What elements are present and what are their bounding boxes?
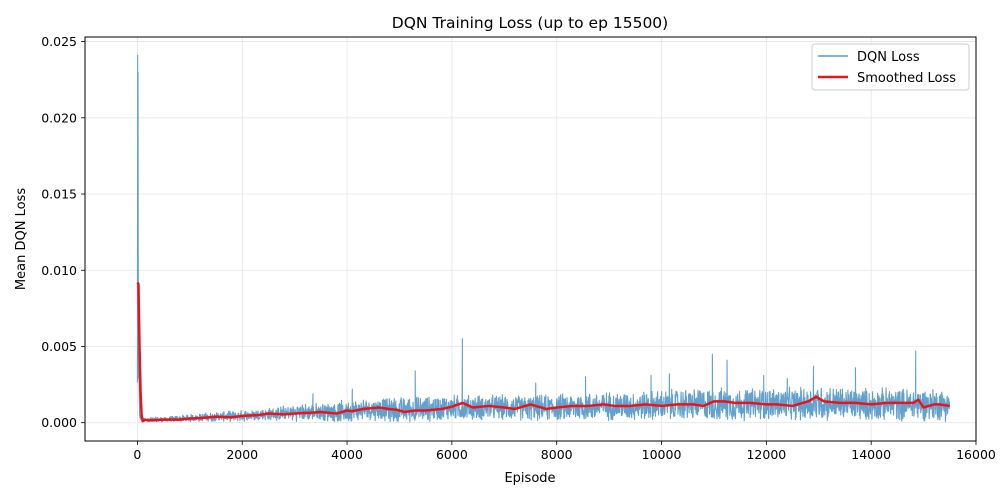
- y-tick-label: 0.025: [41, 34, 77, 49]
- x-tick-label: 10000: [642, 447, 682, 462]
- x-axis-ticks: 0 2000 4000 6000 8000 10000 12000 14000 16000: [133, 441, 996, 462]
- y-tick-label: 0.020: [41, 110, 77, 125]
- x-tick-label: 0: [133, 447, 141, 462]
- plot-series: [136, 54, 951, 423]
- x-tick-label: 14000: [851, 447, 891, 462]
- x-tick-label: 6000: [436, 447, 468, 462]
- legend: DQN Loss Smoothed Loss: [811, 43, 970, 91]
- y-tick-label: 0.005: [41, 339, 77, 354]
- x-tick-label: 4000: [331, 447, 363, 462]
- chart-title: DQN Training Loss (up to ep 15500): [392, 14, 668, 32]
- y-tick-label: 0.015: [41, 187, 77, 202]
- x-tick-label: 16000: [956, 447, 996, 462]
- x-tick-label: 2000: [226, 447, 258, 462]
- plot-frame: [84, 36, 977, 442]
- x-tick-label: 8000: [541, 447, 573, 462]
- series-line-smoothed-loss: [136, 281, 950, 423]
- x-axis-label: Episode: [504, 471, 555, 486]
- legend-label-dqn-loss: DQN Loss: [857, 50, 920, 65]
- legend-label-smoothed-loss: Smoothed Loss: [857, 71, 956, 86]
- y-axis-ticks: 0.000 0.005 0.010 0.015 0.020 0.025: [41, 34, 85, 430]
- y-tick-label: 0.000: [41, 415, 77, 430]
- series-line-dqn-loss: [136, 54, 951, 423]
- y-tick-label: 0.010: [41, 263, 77, 278]
- x-tick-label: 12000: [746, 447, 786, 462]
- y-axis-label: Mean DQN Loss: [14, 188, 29, 290]
- legend-box: [811, 43, 970, 91]
